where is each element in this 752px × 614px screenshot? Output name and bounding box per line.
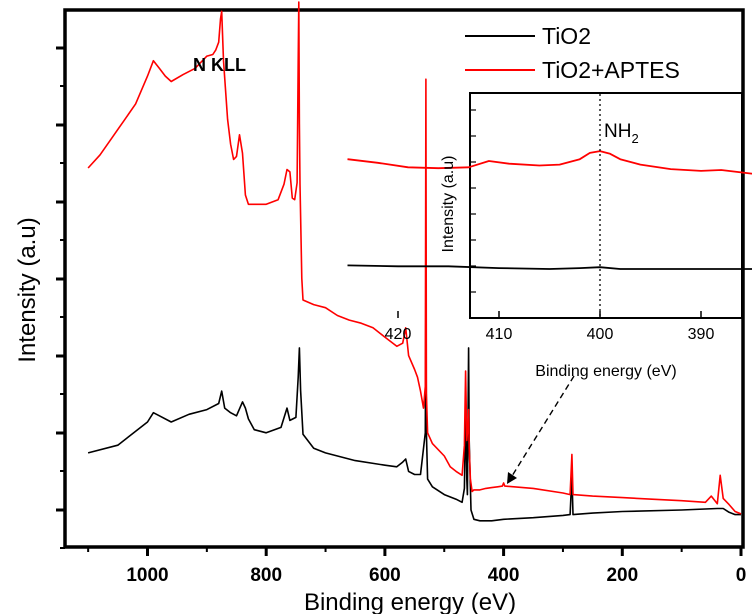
main-x-tick-label: 400 <box>488 565 520 586</box>
inset-x-tick-label: 400 <box>587 326 614 343</box>
inset-pointer-arrow <box>507 375 575 484</box>
main-series-line-tio2 <box>87 293 741 522</box>
inset-x-tick-label: 390 <box>688 326 715 343</box>
main-y-axis-title: Intensity (a.u) <box>14 217 41 362</box>
main-x-tick-label: 0 <box>736 565 747 586</box>
inset-nh2-annotation: NH2 <box>604 121 639 146</box>
inset-plot: 420410400390380 NH2 Binding energy (eV) … <box>347 92 752 380</box>
legend: TiO2 TiO2+APTES <box>465 23 680 83</box>
main-series-line-tio2-aptes <box>87 1 742 515</box>
inset-x-tick-label: 410 <box>486 326 513 343</box>
nkll-annotation: N KLL <box>193 55 246 75</box>
main-x-axis-title: Binding energy (eV) <box>304 589 516 614</box>
main-x-tick-label: 800 <box>250 565 282 586</box>
inset-plot-frame <box>469 92 743 319</box>
inset-x-tick-label: 420 <box>385 326 412 343</box>
legend-label-tio2-aptes: TiO2+APTES <box>542 57 680 83</box>
inset-x-ticks: 420410400390380 <box>385 109 715 343</box>
main-x-tick-label: 200 <box>606 565 638 586</box>
main-x-tick-label: 1000 <box>126 565 168 586</box>
legend-label-tio2: TiO2 <box>542 23 591 49</box>
inset-y-axis-title: Intensity (a.u) <box>440 156 457 253</box>
main-x-ticks: 1000 800 600 400 200 0 <box>87 547 747 586</box>
inset-x-axis-title: Binding energy (eV) <box>535 363 676 380</box>
main-series-layer <box>87 1 742 522</box>
inset-series-line-tio2-aptes <box>347 150 752 175</box>
main-x-tick-label: 600 <box>369 565 401 586</box>
main-y-ticks <box>56 46 65 549</box>
